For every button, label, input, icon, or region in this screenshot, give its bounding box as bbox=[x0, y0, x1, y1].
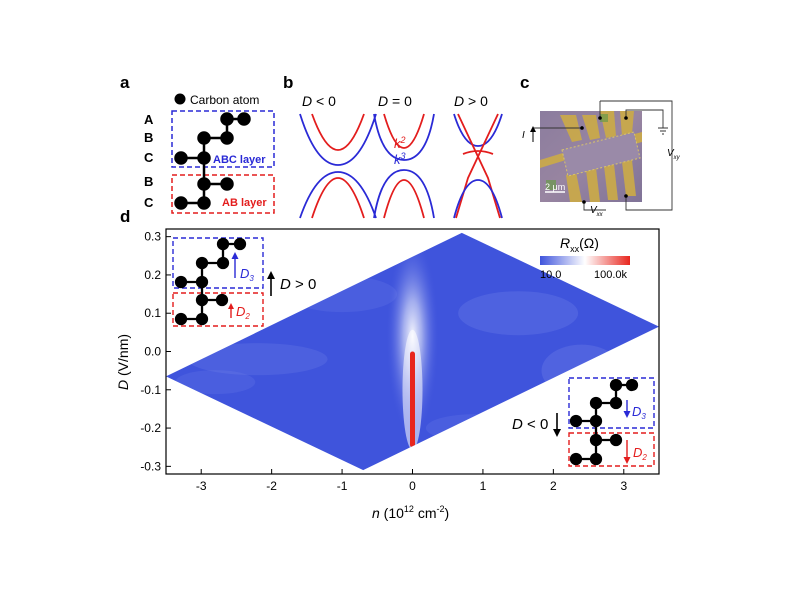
abc-stacking-diagram bbox=[174, 112, 251, 210]
y-axis-ticks: -0.3 -0.2 -0.1 0.0 0.1 0.2 0.3 bbox=[140, 230, 171, 473]
device-micrograph: 2 μm bbox=[540, 111, 642, 202]
panel-a: a Carbon atom A B C B C bbox=[120, 73, 275, 214]
heatmap-texture bbox=[187, 343, 328, 376]
panel-c-label: c bbox=[520, 73, 529, 92]
y-tick-label: 0.0 bbox=[144, 345, 161, 359]
layer-label-c2: C bbox=[144, 195, 154, 210]
heatmap-texture bbox=[425, 414, 526, 443]
inset-dpos: D3 D2 D > 0 bbox=[172, 237, 316, 327]
x-tick-label: -2 bbox=[266, 479, 277, 493]
abc-layer-label: ABC layer bbox=[213, 154, 266, 166]
panel-b-label: b bbox=[283, 73, 293, 92]
colorbar-min: 10.0 bbox=[540, 269, 561, 281]
layer-label-c: C bbox=[144, 150, 154, 165]
panel-b: b D < 0 D = 0 D > 0 k2 k3 bbox=[283, 73, 503, 219]
heatmap-texture bbox=[458, 291, 579, 336]
d3-label-pos: D3 bbox=[240, 266, 254, 283]
d3-label-neg: D3 bbox=[632, 404, 646, 421]
x-tick-label: 1 bbox=[480, 479, 487, 493]
y-tick-label: 0.3 bbox=[144, 230, 161, 244]
y-tick-label: -0.3 bbox=[140, 459, 161, 473]
abc-layer-box bbox=[171, 110, 275, 168]
scalebar-label: 2 μm bbox=[545, 182, 565, 192]
band-title-dzero: D = 0 bbox=[378, 93, 412, 109]
panel-c: c 2 μm bbox=[520, 73, 681, 218]
heatmap-texture bbox=[175, 370, 256, 395]
current-arrow-icon bbox=[530, 126, 536, 142]
y-tick-label: 0.1 bbox=[144, 306, 161, 320]
ab-layer-box bbox=[171, 174, 275, 214]
x-tick-label: -1 bbox=[337, 479, 348, 493]
ab-layer-label: AB layer bbox=[222, 197, 267, 209]
x-tick-label: -3 bbox=[196, 479, 207, 493]
colorbar: Rxx(Ω) 10.0 100.0k bbox=[540, 235, 630, 281]
band-title-dneg: D < 0 bbox=[302, 93, 336, 109]
layer-label-a: A bbox=[144, 112, 154, 127]
panel-a-label: a bbox=[120, 73, 130, 92]
x-tick-label: 2 bbox=[550, 479, 557, 493]
band-structure-dzero bbox=[373, 113, 435, 219]
vxx-label: Vxx bbox=[590, 205, 604, 218]
d3-arrow-down-icon bbox=[623, 400, 631, 418]
carbon-atom-legend-text: Carbon atom bbox=[190, 93, 259, 107]
vxy-label: Vxy bbox=[667, 148, 681, 161]
layer-label-b2: B bbox=[144, 174, 153, 189]
panel-d-label: d bbox=[120, 207, 130, 226]
colorbar-max: 100.0k bbox=[594, 269, 628, 281]
field-neg-label: D < 0 bbox=[512, 416, 548, 433]
x-tick-label: 0 bbox=[409, 479, 416, 493]
inset-dneg: D3 D2 D < 0 bbox=[512, 377, 655, 467]
ground-icon bbox=[658, 127, 668, 135]
y-tick-label: -0.2 bbox=[140, 421, 161, 435]
d3-arrow-up-icon bbox=[231, 252, 239, 278]
field-down-arrow-icon bbox=[553, 413, 561, 437]
k2-label: k2 bbox=[394, 135, 406, 151]
colorbar-gradient bbox=[540, 256, 630, 265]
band-structure-dneg bbox=[299, 113, 377, 219]
layer-label-b: B bbox=[144, 130, 153, 145]
band-title-dpos: D > 0 bbox=[454, 93, 488, 109]
d2-arrow-up-icon bbox=[228, 303, 234, 318]
k3-label: k3 bbox=[394, 151, 406, 167]
y-tick-label: 0.2 bbox=[144, 268, 161, 282]
x-tick-label: 3 bbox=[620, 479, 627, 493]
band-structure-dpos bbox=[453, 113, 503, 219]
field-pos-label: D > 0 bbox=[280, 276, 316, 293]
field-up-arrow-icon bbox=[267, 271, 275, 296]
y-tick-label: -0.1 bbox=[140, 383, 161, 397]
carbon-atom-legend-icon bbox=[174, 93, 186, 105]
x-axis-label: n (1012 cm-2) bbox=[372, 504, 449, 521]
panel-d: d -3 -2 -1 0 1 2 3 -0.3 -0.2 -0.1 0.0 0.1 0.2 0.3 n … bbox=[115, 207, 660, 521]
d2-arrow-down-icon bbox=[623, 440, 631, 464]
colorbar-title: Rxx(Ω) bbox=[560, 235, 599, 254]
y-axis-label: D (V/nm) bbox=[115, 334, 131, 390]
d2-label-pos: D2 bbox=[236, 304, 250, 321]
current-label: I bbox=[522, 130, 525, 141]
x-axis-ticks: -3 -2 -1 0 1 2 3 bbox=[196, 469, 627, 493]
heatmap-resistance-peak bbox=[410, 351, 415, 448]
d2-label-neg: D2 bbox=[633, 445, 647, 462]
